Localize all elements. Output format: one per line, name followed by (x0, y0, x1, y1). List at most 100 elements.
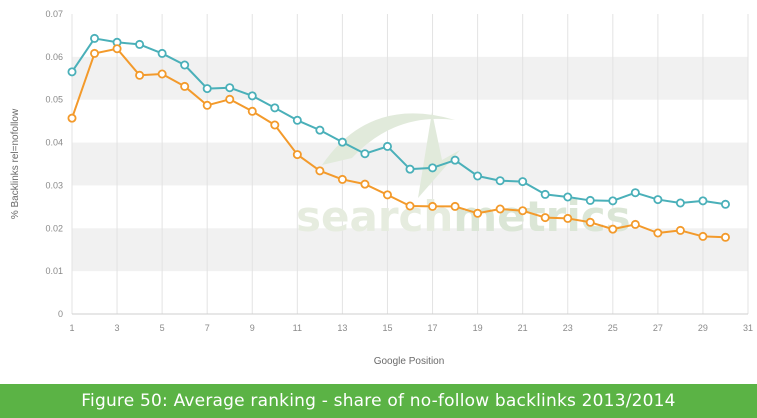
x-tick-label: 7 (205, 323, 210, 333)
data-point (247, 91, 257, 101)
watermark-swoosh-icon (322, 113, 455, 165)
data-point (563, 192, 573, 202)
data-point (315, 166, 325, 176)
data-point (360, 179, 370, 189)
data-point (563, 213, 573, 223)
data-point (518, 206, 528, 216)
x-tick-label: 29 (698, 323, 708, 333)
x-axis-title: Google Position (374, 356, 445, 367)
x-tick-label: 31 (743, 323, 753, 333)
data-point (405, 201, 415, 211)
data-point (225, 83, 235, 93)
data-point (540, 213, 550, 223)
data-point (382, 190, 392, 200)
data-point (518, 177, 528, 187)
data-point (157, 48, 167, 58)
data-point (698, 231, 708, 241)
data-point (270, 120, 280, 130)
x-tick-label: 11 (293, 323, 302, 333)
data-point (67, 113, 77, 123)
y-tick-label: 0.04 (45, 138, 63, 148)
data-point (360, 149, 370, 159)
data-point (225, 94, 235, 104)
data-point (675, 198, 685, 208)
y-tick-label: 0.03 (45, 180, 63, 190)
line-chart: searchmetrics 1 3 5 7 9 11 13 15 17 19 21 23 25 27 29 3… (10, 9, 753, 367)
data-point (653, 195, 663, 205)
data-point (180, 60, 190, 70)
data-point (495, 204, 505, 214)
watermark-part1: search (296, 192, 453, 241)
data-point (630, 219, 640, 229)
data-point (135, 39, 145, 49)
grid-band (72, 142, 748, 186)
x-tick-label: 1 (69, 323, 74, 333)
data-point (630, 188, 640, 198)
series-layer (67, 33, 730, 242)
data-point (720, 199, 730, 209)
data-point (202, 84, 212, 94)
data-point (202, 100, 212, 110)
y-tick-label: 0 (58, 309, 63, 319)
x-tick-label: 9 (250, 323, 255, 333)
x-tick-label: 17 (428, 323, 438, 333)
x-tick-label: 21 (518, 323, 528, 333)
x-tick-label: 3 (115, 323, 120, 333)
data-point (247, 106, 257, 116)
data-point (315, 125, 325, 135)
y-tick-label: 0.06 (45, 52, 63, 62)
data-point (540, 189, 550, 199)
data-point (608, 224, 618, 234)
x-tick-labels: 1 3 5 7 9 11 13 15 17 19 21 23 25 27 29 31 (69, 323, 753, 333)
data-point (180, 81, 190, 91)
watermark-arrow-icon (418, 112, 460, 198)
data-point (67, 67, 77, 77)
x-tick-label: 19 (473, 323, 483, 333)
caption-bar: Figure 50: Average ranking - share of no… (0, 384, 757, 418)
x-tick-label: 13 (337, 323, 347, 333)
data-point (382, 141, 392, 151)
grid-band (72, 228, 748, 272)
data-point (473, 171, 483, 181)
y-tick-label: 0.07 (45, 9, 63, 19)
y-axis-title: % Backlinks rel=nofollow (10, 108, 21, 219)
y-tick-labels: 0 0.01 0.02 0.03 0.04 0.05 0.06 0.07 (45, 9, 63, 319)
data-point (450, 155, 460, 165)
data-point (405, 164, 415, 174)
data-point (90, 33, 100, 43)
figure-caption: Figure 50: Average ranking - share of no… (81, 391, 676, 411)
data-point (698, 196, 708, 206)
watermark-text: searchmetrics (296, 192, 631, 241)
data-point (653, 228, 663, 238)
data-point (428, 163, 438, 173)
watermark-logo: searchmetrics (296, 112, 631, 241)
data-point (608, 196, 618, 206)
y-tick-label: 0.05 (45, 95, 63, 105)
data-point (337, 137, 347, 147)
data-point (473, 208, 483, 218)
x-tick-label: 23 (563, 323, 573, 333)
data-point (585, 195, 595, 205)
x-tick-label: 25 (608, 323, 618, 333)
data-point (337, 174, 347, 184)
x-tick-label: 5 (160, 323, 165, 333)
data-point (675, 225, 685, 235)
data-point (90, 48, 100, 58)
grid-band (72, 56, 748, 100)
data-point (270, 103, 280, 113)
data-point (292, 115, 302, 125)
data-point (157, 69, 167, 79)
data-point (428, 201, 438, 211)
y-tick-label: 0.01 (45, 266, 63, 276)
data-point (585, 217, 595, 227)
y-tick-label: 0.02 (45, 223, 63, 233)
x-tick-label: 27 (653, 323, 663, 333)
data-point (720, 232, 730, 242)
data-point (112, 44, 122, 54)
data-point (450, 201, 460, 211)
data-point (135, 70, 145, 80)
data-point (495, 176, 505, 186)
data-point (292, 150, 302, 160)
x-tick-label: 15 (382, 323, 392, 333)
